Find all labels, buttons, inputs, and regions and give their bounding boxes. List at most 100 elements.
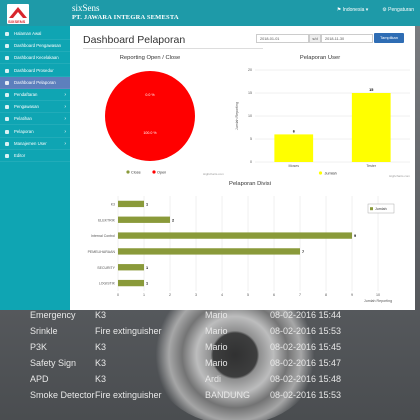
bar-tester bbox=[351, 93, 391, 162]
sidebar-item-icon bbox=[5, 68, 9, 73]
brand: sixSens PT. JAWARA INTEGRA SEMESTA bbox=[72, 3, 179, 23]
pie-chart: 0.0 % 100.0 % Close Open bbox=[105, 71, 195, 174]
sidebar-item-label: Pelaporan bbox=[14, 128, 34, 134]
pie-chart-title: Reporting Open / Close bbox=[119, 55, 181, 61]
y-tick-label: PEMELIHARAAN bbox=[88, 250, 116, 254]
pie-label-open: 100.0 % bbox=[143, 131, 157, 135]
division-chart-title: Pelaporan Divisi bbox=[229, 181, 271, 187]
chart-credit: Highcharts.com bbox=[203, 172, 224, 176]
sidebar-item-label: Pengawasan bbox=[14, 104, 39, 110]
data-label: 6 bbox=[293, 129, 295, 133]
background-table-row: Srinkle Fire extinguisher Mario 08-02-2016 … bbox=[30, 326, 342, 336]
y-tick-label: 20 bbox=[248, 68, 252, 72]
sidebar-item-icon bbox=[5, 44, 9, 49]
sidebar-item-6[interactable]: Pengawasan › bbox=[0, 101, 70, 114]
bar-division bbox=[118, 216, 170, 223]
show-button[interactable]: Tampilkan bbox=[374, 33, 404, 43]
chart-credit: Highcharts.com bbox=[389, 174, 410, 178]
x-tick-label: 5 bbox=[247, 293, 249, 297]
background-table-row: Emergency K3 Mario 08-02-2016 15:44 bbox=[30, 310, 342, 320]
division-bar-chart: 0 1 2 3 4 5 6 7 8 9 10 Jumlah Reporting K3 1 ELEKTRIK 2… bbox=[88, 196, 395, 303]
sidebar-item-label: Dashboard Prosedur bbox=[14, 67, 54, 73]
page-title: Dashboard Pelaporan bbox=[83, 34, 186, 46]
x-tick-label: Tester bbox=[366, 164, 377, 168]
user-chart-title: Pelaporan User bbox=[299, 55, 341, 61]
date-separator: s/d bbox=[309, 34, 321, 43]
background-table-row: APD K3 Ardi 08-02-2016 15:48 bbox=[30, 374, 342, 384]
background-table-row: Safety Sign K3 Mario 08-02-2016 15:47 bbox=[30, 358, 342, 368]
sidebar-item-icon bbox=[5, 154, 9, 158]
date-to-input[interactable]: 2018-11-30 bbox=[321, 34, 373, 43]
y-tick-label: 5 bbox=[250, 137, 252, 141]
x-tick-label: 9 bbox=[351, 293, 353, 297]
bar-division bbox=[118, 200, 144, 208]
y-axis-label: Jumlah Reporting bbox=[235, 102, 239, 130]
sidebar: Halaman Awal Dashboard Pengawasan Dashboar… bbox=[0, 26, 70, 310]
title-divider bbox=[83, 48, 263, 49]
data-label: 7 bbox=[302, 250, 304, 254]
sidebar-item-label: Dashboard Pelaporan bbox=[14, 79, 56, 85]
legend-box bbox=[367, 203, 395, 214]
sidebar-item-label: Editor bbox=[14, 153, 26, 158]
bar-division bbox=[118, 232, 352, 239]
sidebar-item-9[interactable]: Manajemen User › bbox=[0, 138, 70, 150]
sidebar-item-7[interactable]: Pelatihan › bbox=[0, 113, 70, 126]
legend-label-close: Close bbox=[131, 170, 141, 174]
y-tick-label: 10 bbox=[248, 114, 252, 118]
main-content: Dashboard Pelaporan 2018-01-01 s/d 2018-… bbox=[70, 26, 415, 310]
sidebar-item-8[interactable]: Pelaporan › bbox=[0, 126, 70, 138]
x-tick-label: 10 bbox=[376, 293, 380, 297]
x-tick-label: 8 bbox=[325, 293, 327, 297]
bar-division bbox=[118, 279, 144, 287]
y-tick-label: Internal Control bbox=[91, 234, 115, 238]
sidebar-item-5[interactable]: Pendaftaran › bbox=[0, 89, 70, 101]
x-tick-label: 2 bbox=[169, 293, 171, 297]
x-tick-label: 6 bbox=[273, 293, 275, 297]
background-table-row: P3K K3 Mario 08-02-2016 15:45 bbox=[30, 342, 342, 352]
sidebar-item-icon bbox=[5, 56, 9, 61]
sidebar-item-label: Manajemen User bbox=[14, 140, 47, 146]
x-tick-label: 7 bbox=[299, 293, 301, 297]
data-label: 1 bbox=[146, 282, 148, 286]
bar-division bbox=[118, 248, 300, 255]
legend-marker bbox=[318, 171, 323, 175]
sidebar-item-10[interactable]: Editor bbox=[0, 150, 70, 162]
legend-marker bbox=[370, 207, 373, 211]
y-tick-label: SECURITY bbox=[97, 266, 115, 270]
settings-dropdown[interactable]: ⚙ Pengaturan bbox=[382, 7, 414, 13]
chevron-right-icon: › bbox=[64, 140, 66, 147]
language-dropdown[interactable]: ⚑ Indonesia ▾ bbox=[336, 7, 369, 13]
brand-name: sixSens bbox=[72, 3, 100, 13]
sidebar-item-4[interactable]: Dashboard Pelaporan bbox=[0, 76, 70, 89]
y-tick-label: ELEKTRIK bbox=[98, 218, 116, 222]
sidebar-item-icon bbox=[5, 32, 9, 36]
sidebar-item-icon bbox=[5, 93, 9, 97]
y-tick-label: 15 bbox=[248, 91, 252, 95]
brand-subtitle: PT. JAWARA INTEGRA SEMESTA bbox=[72, 14, 179, 21]
data-label: 1 bbox=[146, 266, 148, 270]
x-tick-label: 4 bbox=[221, 293, 223, 297]
sidebar-item-3[interactable]: Dashboard Prosedur bbox=[0, 65, 70, 77]
data-label: 15 bbox=[369, 88, 373, 92]
x-tick-label: Moses bbox=[288, 164, 299, 168]
company-logo: SIXSENS bbox=[7, 4, 29, 24]
logo-text: SIXSENS bbox=[8, 19, 26, 24]
sidebar-item-icon bbox=[5, 105, 9, 110]
y-tick-label: K3 bbox=[111, 203, 115, 207]
sidebar-item-icon bbox=[5, 117, 9, 122]
sidebar-item-0[interactable]: Halaman Awal bbox=[0, 28, 70, 40]
sidebar-item-1[interactable]: Dashboard Pengawasan bbox=[0, 40, 70, 53]
data-label: 1 bbox=[146, 203, 148, 207]
sidebar-item-2[interactable]: Dashboard Kecelakaan bbox=[0, 52, 70, 65]
y-tick-label: 0 bbox=[250, 160, 252, 164]
date-from-input[interactable]: 2018-01-01 bbox=[256, 34, 309, 43]
y-tick-label: LOGISTIK bbox=[99, 282, 116, 286]
x-tick-label: 3 bbox=[195, 293, 197, 297]
sidebar-item-label: Pelatihan bbox=[14, 116, 32, 122]
background-table-row: Smoke Detector Fire extinguisher BANDUNG 08… bbox=[30, 390, 342, 400]
legend-marker-close bbox=[126, 170, 130, 174]
sidebar-item-icon bbox=[5, 80, 9, 85]
legend-marker-open bbox=[152, 170, 156, 174]
pie-slice-open bbox=[105, 71, 195, 161]
chevron-right-icon: › bbox=[64, 92, 66, 98]
